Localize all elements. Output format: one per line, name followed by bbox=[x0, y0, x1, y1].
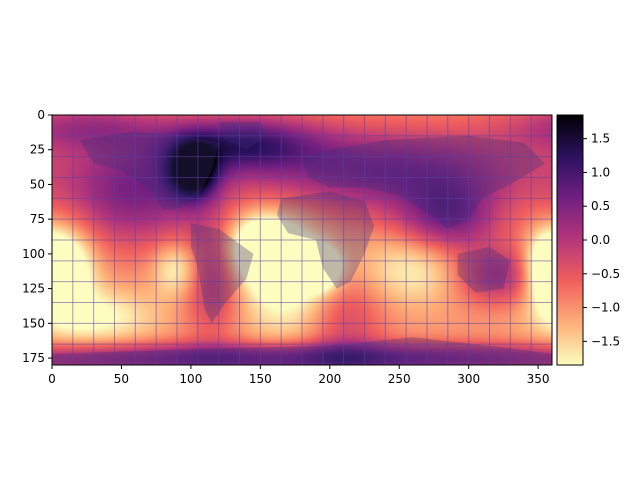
y-tick-label: 150 bbox=[22, 316, 45, 330]
continent-eurasia bbox=[302, 135, 546, 229]
y-tick-label: 25 bbox=[30, 143, 45, 157]
x-tick-label: 150 bbox=[249, 372, 272, 386]
y-tick-label: 125 bbox=[22, 282, 45, 296]
x-tick-label: 100 bbox=[179, 372, 202, 386]
y-axis: 0 25 50 75 100 125 150 175 bbox=[22, 108, 52, 365]
colorbar-tick-label: −1.5 bbox=[591, 334, 620, 348]
continent-south-america bbox=[190, 223, 254, 324]
colorbar-tick-label: −1.0 bbox=[591, 301, 620, 315]
y-tick-label: 50 bbox=[30, 177, 45, 191]
plot-frame bbox=[51, 114, 553, 366]
x-axis: 0 50 100 150 200 250 300 350 bbox=[48, 365, 550, 386]
colorbar-tick-label: 1.5 bbox=[591, 132, 610, 146]
x-tick-label: 50 bbox=[114, 372, 129, 386]
colorbar bbox=[557, 115, 583, 365]
colorbar-tick-label: −0.5 bbox=[591, 267, 620, 281]
x-tick-label: 300 bbox=[457, 372, 480, 386]
colorbar-axis: 1.5 1.0 0.5 0.0 −0.5 −1.0 −1.5 bbox=[583, 132, 620, 348]
map-gridlines bbox=[52, 115, 552, 365]
colorbar-tick-label: 1.0 bbox=[591, 165, 610, 179]
x-tick-label: 350 bbox=[527, 372, 550, 386]
y-tick-label: 75 bbox=[30, 212, 45, 226]
y-tick-label: 100 bbox=[22, 247, 45, 261]
y-tick-label: 0 bbox=[37, 108, 45, 122]
colorbar-tick-label: 0.0 bbox=[591, 233, 610, 247]
x-tick-label: 200 bbox=[318, 372, 341, 386]
x-tick-label: 250 bbox=[388, 372, 411, 386]
x-tick-label: 0 bbox=[48, 372, 56, 386]
y-tick-label: 175 bbox=[22, 351, 45, 365]
heatmap-plot bbox=[52, 115, 552, 365]
colorbar-tick-label: 0.5 bbox=[591, 199, 610, 213]
